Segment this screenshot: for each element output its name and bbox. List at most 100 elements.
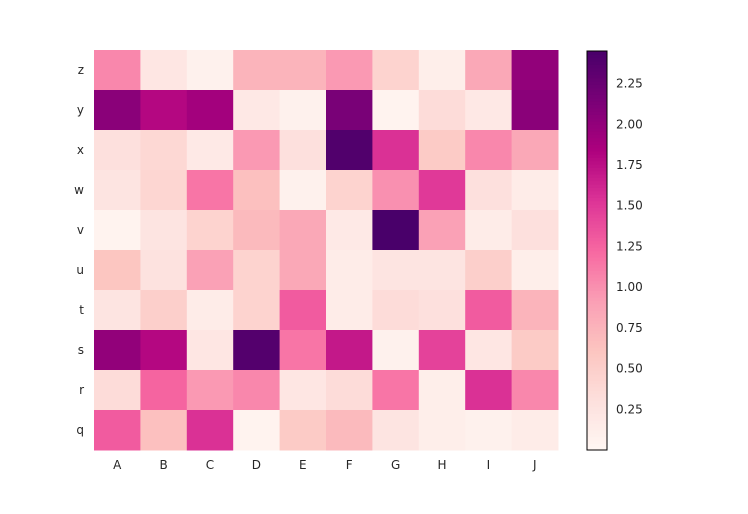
- heatmap-cell-y-H: [418, 90, 466, 131]
- colorbar-gradient-strip: [587, 297, 607, 301]
- colorbar-gradient-strip: [587, 157, 607, 162]
- colorbar-gradient-strip: [587, 64, 607, 69]
- colorbar-gradient-strip: [587, 120, 607, 125]
- colorbar-gradient-strip: [587, 67, 607, 72]
- colorbar-gradient-strip: [587, 307, 607, 311]
- y-tick-label: q: [76, 423, 84, 437]
- heatmap-cell-v-J: [511, 210, 559, 251]
- colorbar-gradient-strip: [587, 150, 607, 155]
- colorbar-gradient-strip: [587, 343, 607, 348]
- heatmap-cell-s-A: [94, 330, 141, 371]
- colorbar-gradient-strip: [587, 164, 607, 168]
- colorbar-gradient-strip: [587, 433, 607, 438]
- heatmap-cell-z-E: [279, 50, 327, 91]
- heatmap-cell-x-D: [233, 130, 281, 171]
- colorbar-gradient-strip: [587, 247, 607, 252]
- heatmap-cell-x-I: [465, 130, 513, 171]
- heatmap-cell-v-G: [372, 210, 420, 251]
- colorbar-gradient-strip: [587, 237, 607, 242]
- heatmap-cells: [94, 50, 559, 451]
- heatmap-cell-s-I: [465, 330, 513, 371]
- heatmap-cell-q-H: [418, 410, 466, 451]
- x-tick-label: H: [437, 458, 446, 472]
- heatmap-cell-v-H: [418, 210, 466, 251]
- colorbar-gradient-strip: [587, 443, 607, 448]
- colorbar-gradient-strip: [587, 70, 607, 75]
- colorbar-gradient-strip: [587, 403, 607, 408]
- heatmap-cell-x-H: [418, 130, 466, 171]
- colorbar-gradient-strip: [587, 310, 607, 315]
- colorbar-tick-label: 1.00: [616, 280, 643, 294]
- heatmap-cell-w-B: [140, 170, 188, 211]
- heatmap-cell-r-J: [511, 370, 559, 411]
- heatmap-cell-y-A: [94, 90, 141, 131]
- x-tick-label: D: [252, 458, 261, 472]
- colorbar-gradient-strip: [587, 313, 607, 318]
- colorbar-gradient-strip: [587, 127, 607, 132]
- heatmap-cell-y-C: [186, 90, 234, 131]
- heatmap-cell-u-B: [140, 250, 188, 291]
- colorbar-gradient-strip: [587, 406, 607, 411]
- heatmap-cell-v-B: [140, 210, 188, 251]
- colorbar-gradient-strip: [587, 436, 607, 441]
- colorbar-gradient-strip: [587, 363, 607, 368]
- colorbar-gradient-strip: [587, 140, 607, 145]
- heatmap-cell-w-G: [372, 170, 420, 211]
- colorbar-tick-label: 1.50: [616, 199, 643, 213]
- colorbar-gradient-strip: [587, 207, 607, 212]
- heatmap-cell-x-C: [186, 130, 234, 171]
- heatmap-cell-w-I: [465, 170, 513, 211]
- heatmap-cell-r-F: [326, 370, 373, 411]
- colorbar-gradient-strip: [587, 177, 607, 182]
- colorbar-gradient-strip: [587, 90, 607, 95]
- heatmap-cell-s-F: [326, 330, 373, 371]
- colorbar-gradient-strip: [587, 290, 607, 295]
- heatmap-cell-q-I: [465, 410, 513, 451]
- heatmap-cell-z-G: [372, 50, 420, 91]
- heatmap-cell-t-B: [140, 290, 188, 331]
- heatmap-cell-y-F: [326, 90, 373, 131]
- colorbar-gradient-strip: [587, 144, 607, 149]
- colorbar-gradient-strip: [587, 190, 607, 195]
- heatmap-cell-v-D: [233, 210, 281, 251]
- colorbar-tick-label: 0.25: [616, 402, 643, 416]
- colorbar-gradient-strip: [587, 167, 607, 172]
- colorbar-gradient-strip: [587, 430, 607, 434]
- heatmap-cell-x-E: [279, 130, 327, 171]
- colorbar-gradient-strip: [587, 87, 607, 92]
- colorbar-gradient-strip: [587, 287, 607, 291]
- heatmap-cell-x-A: [94, 130, 141, 171]
- heatmap-cell-w-D: [233, 170, 281, 211]
- colorbar-gradient-strip: [587, 107, 607, 112]
- colorbar-gradient-strip: [587, 376, 607, 381]
- colorbar-gradient-strip: [587, 346, 607, 351]
- colorbar-gradient-strip: [587, 60, 607, 65]
- heatmap-cell-z-J: [511, 50, 559, 91]
- heatmap-cell-y-J: [511, 90, 559, 131]
- heatmap-cell-x-G: [372, 130, 420, 171]
- heatmap-cell-s-B: [140, 330, 188, 371]
- colorbar-gradient-strip: [587, 250, 607, 255]
- x-axis-ticks: A B C D E F G H I J: [113, 458, 536, 472]
- heatmap-cell-x-F: [326, 130, 373, 171]
- heatmap-cell-u-I: [465, 250, 513, 291]
- colorbar-gradient-strip: [587, 356, 607, 361]
- colorbar-gradient-strip: [587, 124, 607, 129]
- colorbar-gradient-strip: [587, 396, 607, 401]
- colorbar-gradient-strip: [587, 160, 607, 165]
- colorbar-gradient-strip: [587, 57, 607, 62]
- heatmap-cell-v-C: [186, 210, 234, 251]
- colorbar-gradient-strip: [587, 74, 607, 79]
- heatmap-cell-y-E: [279, 90, 327, 131]
- colorbar-gradient-strip: [587, 416, 607, 421]
- heatmap-cell-s-G: [372, 330, 420, 371]
- colorbar-gradient-strip: [587, 110, 607, 115]
- colorbar-gradient-strip: [587, 410, 607, 415]
- colorbar-gradient-strip: [587, 130, 607, 135]
- colorbar-gradient-strip: [587, 187, 607, 192]
- colorbar-gradient-strip: [587, 147, 607, 152]
- x-tick-label: A: [113, 458, 122, 472]
- heatmap-cell-t-G: [372, 290, 420, 331]
- heatmap-cell-z-B: [140, 50, 188, 91]
